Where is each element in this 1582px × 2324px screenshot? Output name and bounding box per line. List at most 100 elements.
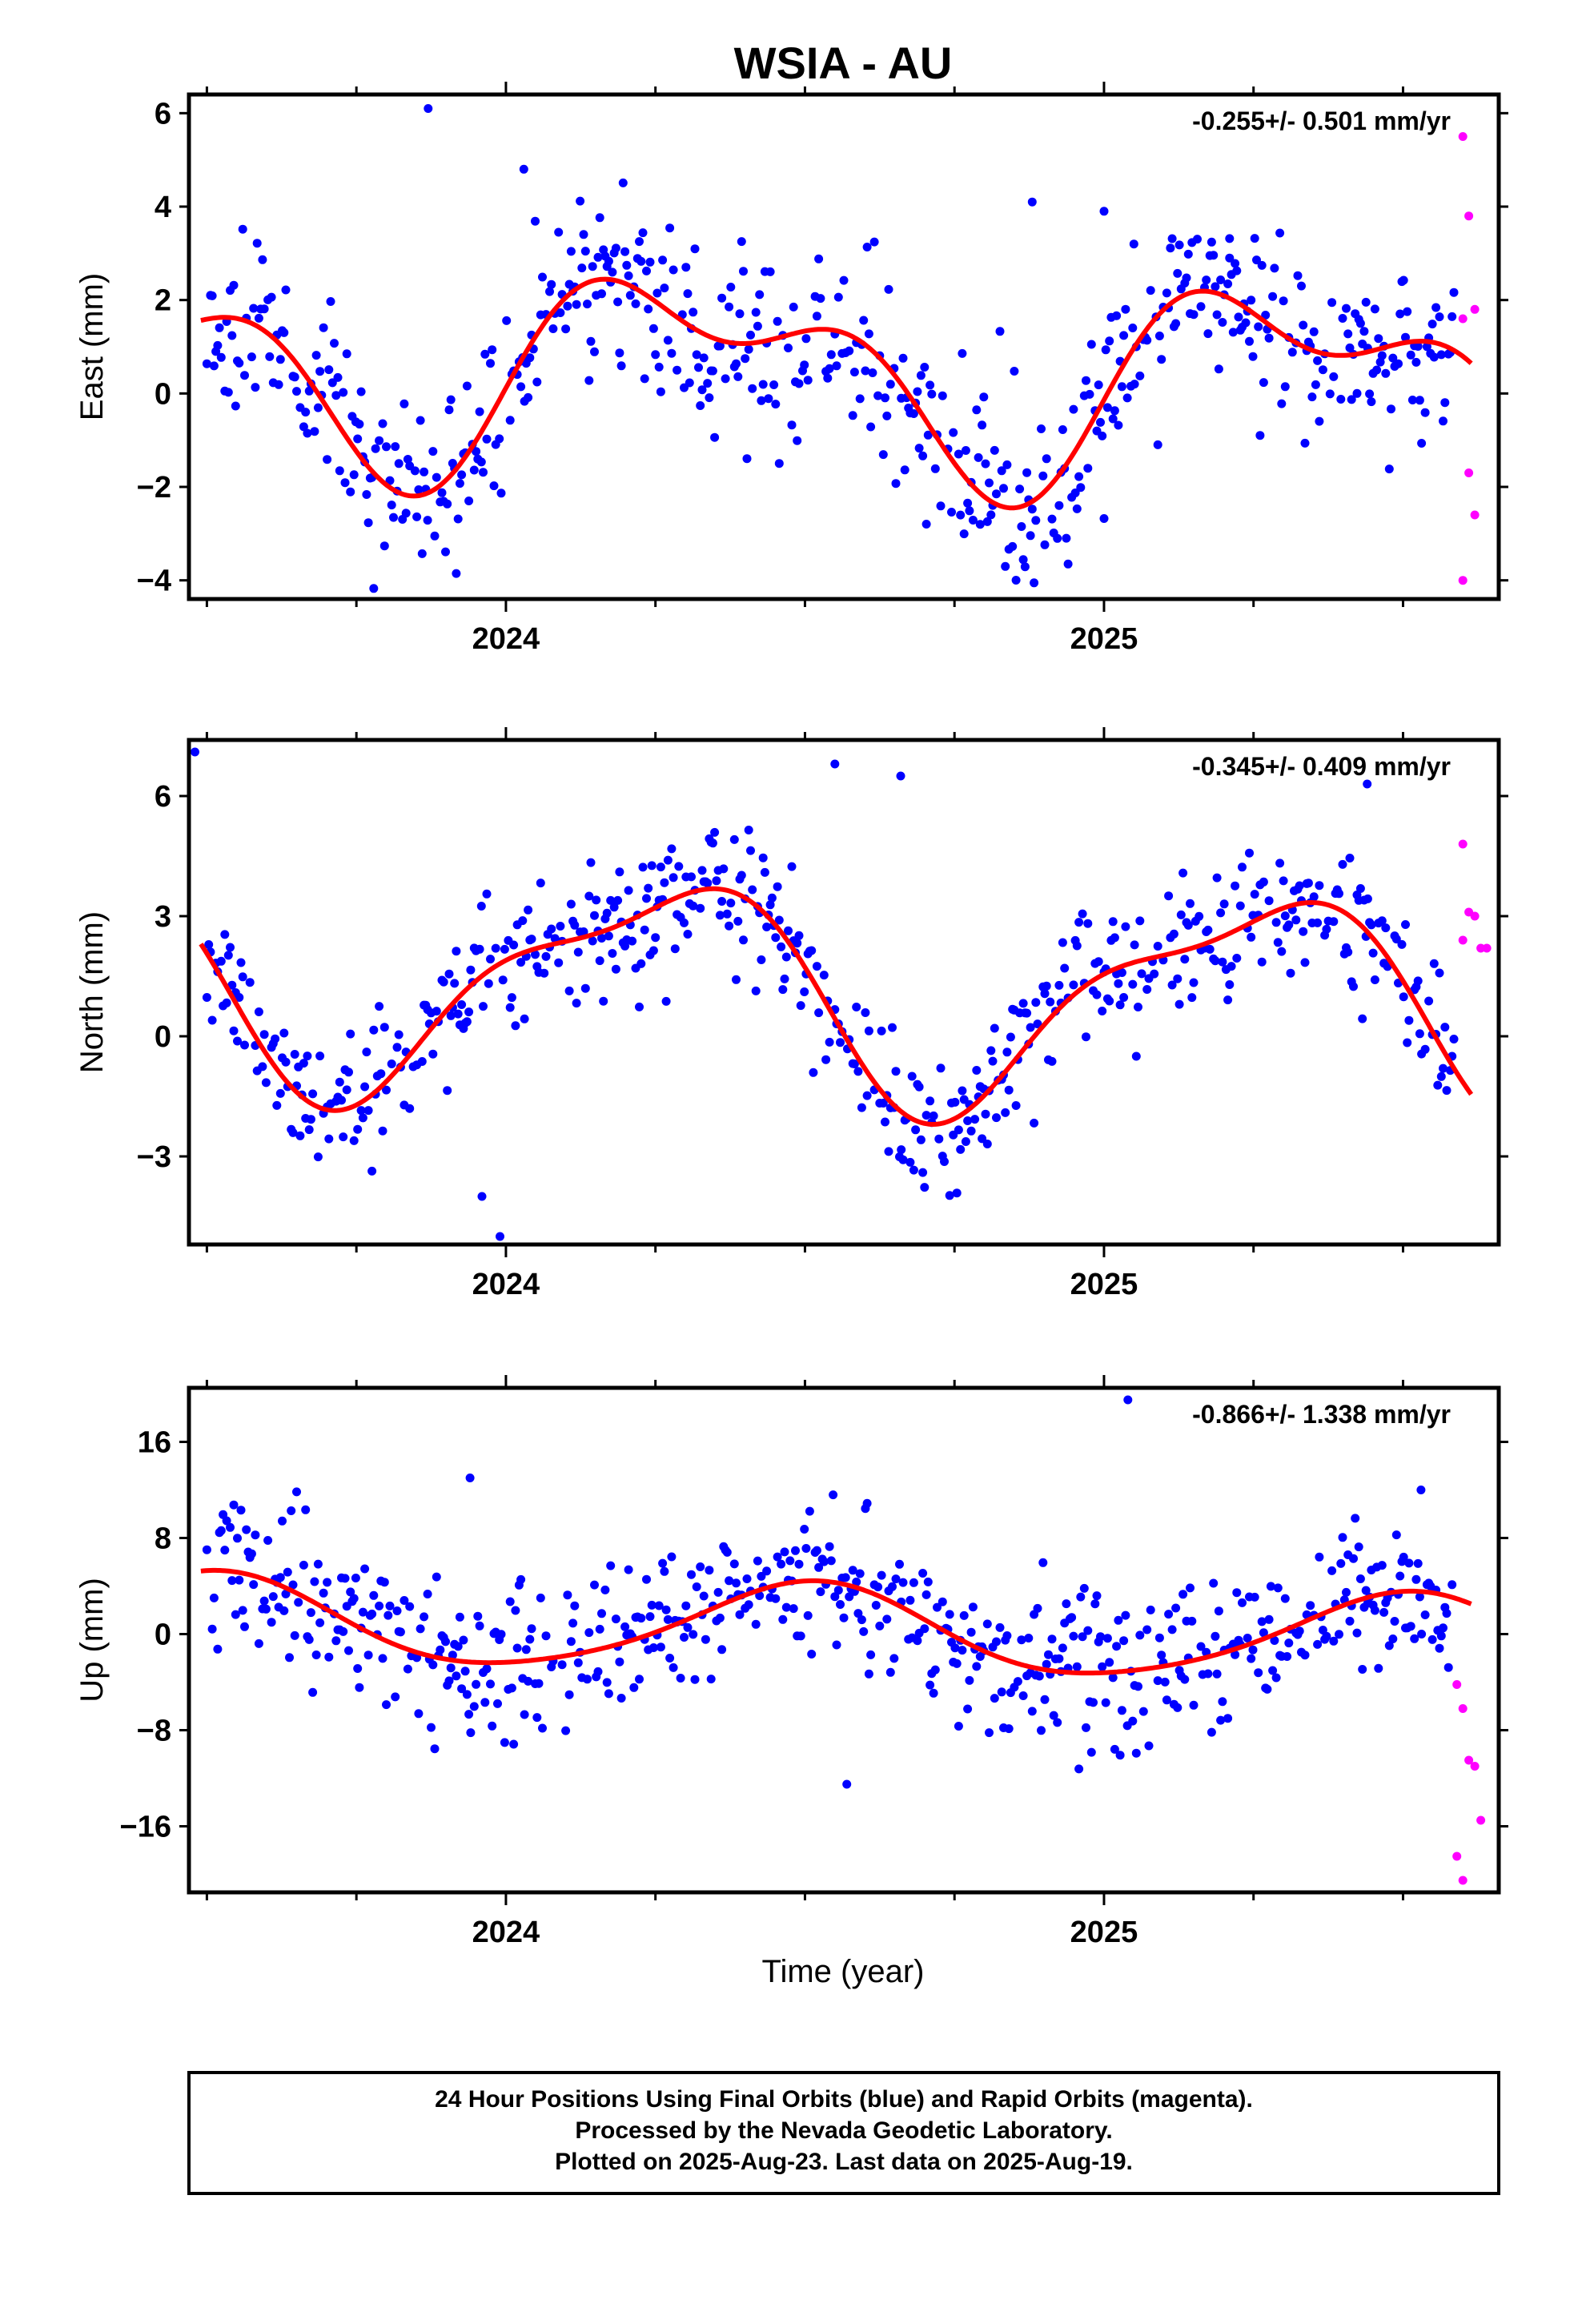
up-final-point: [340, 1574, 350, 1583]
north-final-point: [1367, 920, 1376, 930]
up-final-point: [512, 1643, 522, 1653]
east-final-point: [412, 512, 422, 521]
east-final-point: [644, 304, 653, 314]
east-final-point: [604, 256, 613, 266]
north-final-point: [405, 1104, 415, 1113]
north-final-point: [1322, 924, 1331, 934]
east-final-point: [965, 506, 974, 516]
east-final-point: [387, 501, 396, 510]
up-final-point: [563, 1590, 572, 1600]
up-final-point: [968, 1602, 978, 1612]
up-final-point: [669, 1663, 678, 1672]
north-final-point: [1391, 935, 1401, 944]
east-final-point: [696, 401, 705, 410]
east-final-point: [742, 454, 752, 464]
up-final-point: [825, 1542, 834, 1551]
north-final-point: [819, 971, 829, 980]
east-final-point: [710, 432, 720, 442]
up-final-point: [604, 1689, 613, 1699]
north-final-point: [1349, 982, 1358, 991]
north-final-point: [541, 951, 551, 961]
north-final-point: [729, 834, 739, 844]
east-final-point: [739, 267, 748, 276]
up-final-point: [1295, 1626, 1304, 1636]
up-final-point: [1250, 1592, 1259, 1602]
north-final-point: [362, 1047, 371, 1057]
north-final-point: [1042, 981, 1051, 991]
up-final-point: [923, 1577, 933, 1586]
north-final-point: [836, 1038, 845, 1047]
up-final-point: [757, 1571, 766, 1581]
east-final-point: [1203, 329, 1213, 339]
east-final-point: [995, 327, 1005, 336]
north-final-point: [1271, 918, 1281, 927]
up-final-point: [396, 1627, 405, 1637]
north-final-point: [457, 1000, 467, 1009]
north-final-point: [417, 1057, 427, 1066]
east-final-point: [1297, 281, 1306, 291]
up-final-point: [1214, 1606, 1223, 1616]
north-final-point: [520, 1014, 529, 1023]
up-final-point: [1078, 1632, 1087, 1642]
north-final-point: [337, 1096, 346, 1105]
north-final-point: [1180, 955, 1190, 964]
north-final-point: [584, 891, 594, 901]
up-final-point: [602, 1678, 612, 1687]
east-final-point: [909, 409, 918, 418]
up-final-point: [229, 1500, 239, 1510]
north-final-point: [663, 855, 673, 865]
up-final-point: [1336, 1558, 1346, 1568]
east-final-point: [642, 266, 651, 275]
up-final-point: [566, 1637, 576, 1647]
east-final-point: [1174, 240, 1184, 250]
up-final-point: [1119, 1636, 1129, 1646]
east-final-point: [238, 224, 247, 234]
north-final-point: [524, 905, 533, 915]
east-final-point: [311, 351, 321, 360]
up-final-point: [382, 1700, 391, 1710]
east-final-point: [1417, 439, 1427, 448]
east-final-point: [1058, 425, 1067, 434]
north-final-point: [1370, 975, 1379, 984]
east-final-point: [1367, 397, 1376, 407]
east-final-point: [1069, 404, 1078, 414]
north-final-point: [972, 1066, 982, 1075]
north-final-point: [661, 996, 671, 1006]
east-final-point: [274, 380, 283, 389]
east-final-point: [326, 297, 335, 306]
east-final-point: [1110, 406, 1119, 416]
north-final-point: [1058, 938, 1067, 947]
east-final-point: [420, 467, 429, 476]
east-final-point: [1318, 365, 1327, 375]
north-final-point: [793, 939, 802, 948]
east-final-point: [391, 442, 400, 452]
east-final-point: [616, 361, 626, 371]
north-final-point: [507, 993, 516, 1003]
north-final-point: [777, 942, 786, 951]
north-final-point: [1313, 918, 1323, 927]
up-final-point: [288, 1580, 298, 1590]
east-final-point: [751, 308, 761, 317]
east-final-point: [1228, 328, 1238, 337]
east-final-point: [624, 271, 633, 280]
north-final-point: [1259, 877, 1268, 887]
up-final-point: [1105, 1658, 1114, 1667]
north-final-point: [428, 1049, 438, 1059]
east-final-point: [866, 422, 876, 432]
up-final-point: [283, 1567, 292, 1577]
north-final-point: [888, 1023, 897, 1032]
up-final-point: [1167, 1625, 1177, 1634]
north-final-point: [861, 1008, 870, 1017]
north-final-point: [1286, 968, 1295, 978]
up-final-point: [1189, 1700, 1199, 1710]
east-final-point: [265, 352, 275, 361]
east-final-point: [576, 196, 585, 206]
east-final-point: [725, 302, 734, 312]
north-final-point: [387, 1059, 396, 1068]
up-final-point: [1248, 1645, 1258, 1655]
up-final-point: [875, 1621, 885, 1630]
north-final-point: [1439, 1063, 1447, 1073]
east-final-point: [258, 255, 267, 264]
up-final-point: [344, 1646, 353, 1655]
up-rapid-point: [1458, 1876, 1468, 1885]
